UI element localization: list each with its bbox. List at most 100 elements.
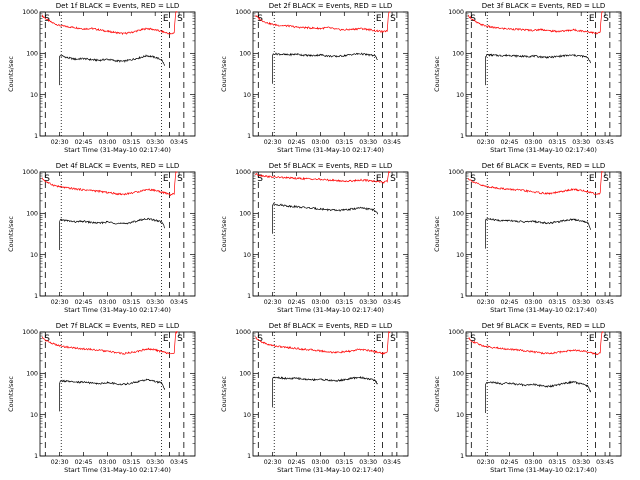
x-tick-label: 02:30	[477, 139, 495, 146]
y-tick-label: 100	[239, 51, 251, 58]
interval-marker-label: S	[44, 334, 50, 344]
detector-panel-6: Det 6f BLACK = Events, RED = LLD 1 10 100 10…	[426, 160, 639, 320]
series-line-events	[59, 217, 165, 229]
interval-marker-label: S	[44, 14, 50, 24]
interval-marker-label: S	[470, 14, 476, 24]
x-axis-label: Start Time (31-May-10 02:17:40)	[277, 146, 384, 154]
plot-frame	[252, 11, 409, 137]
interval-marker-label: S	[177, 14, 183, 24]
x-tick-label: 03:15	[335, 139, 353, 146]
y-tick-label: 100	[26, 51, 38, 58]
y-axis-label: Counts/sec	[433, 216, 441, 252]
y-axis-label: Counts/sec	[220, 56, 228, 92]
x-tick-label: 03:30	[146, 459, 164, 466]
chart-title: Det 1f BLACK = Events, RED = LLD	[56, 2, 179, 10]
y-tick-label: 1000	[235, 329, 251, 336]
y-tick-label: 1	[247, 133, 251, 140]
chart-svg: Det 9f BLACK = Events, RED = LLD 1 10 100 10…	[433, 322, 622, 474]
series-line-events	[485, 217, 592, 230]
interval-marker-label: E	[376, 14, 382, 24]
x-tick-label: 03:30	[572, 459, 590, 466]
x-tick-label: 03:45	[383, 139, 401, 146]
x-tick-label: 03:15	[122, 459, 140, 466]
y-tick-label: 1	[34, 453, 38, 460]
series-line-lld	[254, 170, 391, 184]
detector-panel-1: Det 1f BLACK = Events, RED = LLD 1 10 100 10…	[0, 0, 213, 160]
x-tick-label: 02:45	[75, 139, 93, 146]
plot-frame	[39, 331, 196, 457]
detector-panel-9: Det 9f BLACK = Events, RED = LLD 1 10 100 10…	[426, 320, 639, 480]
x-tick-label: 03:00	[524, 139, 542, 146]
chart-svg: Det 1f BLACK = Events, RED = LLD 1 10 100 10…	[7, 2, 196, 154]
chart-svg: Det 3f BLACK = Events, RED = LLD 1 10 100 10…	[433, 2, 622, 154]
plot-frame	[252, 171, 409, 297]
x-tick-label: 03:00	[524, 299, 542, 306]
x-tick-label: 03:30	[359, 299, 377, 306]
interval-marker-label: S	[603, 14, 609, 24]
y-tick-label: 1000	[22, 329, 38, 336]
x-axis-label: Start Time (31-May-10 02:17:40)	[64, 146, 171, 154]
x-axis-label: Start Time (31-May-10 02:17:40)	[490, 466, 597, 474]
interval-marker-label: E	[589, 174, 595, 184]
x-tick-label: 03:45	[596, 139, 614, 146]
y-tick-label: 1000	[235, 169, 251, 176]
y-tick-label: 1	[34, 133, 38, 140]
interval-marker-label: E	[376, 174, 382, 184]
chart-svg: Det 8f BLACK = Events, RED = LLD 1 10 100 10…	[220, 322, 409, 474]
series-line-lld	[468, 331, 604, 356]
y-tick-label: 10	[456, 92, 464, 99]
y-tick-label: 100	[26, 371, 38, 378]
series-line-events	[272, 202, 379, 215]
interval-marker-label: E	[163, 14, 169, 24]
series-line-events	[59, 378, 166, 390]
y-tick-label: 1	[247, 453, 251, 460]
x-tick-label: 03:00	[311, 459, 329, 466]
interval-marker-label: E	[376, 334, 382, 344]
x-tick-label: 03:00	[311, 139, 329, 146]
y-tick-label: 100	[239, 371, 251, 378]
chart-title: Det 3f BLACK = Events, RED = LLD	[482, 2, 605, 10]
x-tick-label: 02:30	[264, 299, 282, 306]
series-line-lld	[467, 170, 604, 196]
y-tick-label: 10	[456, 412, 464, 419]
interval-marker-label: E	[163, 174, 169, 184]
x-tick-label: 02:45	[75, 299, 93, 306]
chart-title: Det 4f BLACK = Events, RED = LLD	[56, 162, 179, 170]
chart-svg: Det 4f BLACK = Events, RED = LLD 1 10 100 10…	[7, 162, 196, 314]
y-tick-label: 10	[243, 252, 251, 259]
y-tick-label: 10	[243, 92, 251, 99]
interval-marker-label: E	[163, 334, 169, 344]
x-tick-label: 03:45	[383, 299, 401, 306]
interval-marker-label: E	[589, 14, 595, 24]
y-axis-label: Counts/sec	[220, 216, 228, 252]
detector-panel-7: Det 7f BLACK = Events, RED = LLD 1 10 100 10…	[0, 320, 213, 480]
detector-panel-4: Det 4f BLACK = Events, RED = LLD 1 10 100 10…	[0, 160, 213, 320]
y-tick-label: 1000	[22, 9, 38, 16]
x-tick-label: 02:45	[501, 459, 519, 466]
chart-title: Det 9f BLACK = Events, RED = LLD	[482, 322, 605, 330]
interval-marker-label: E	[589, 334, 595, 344]
x-tick-label: 03:00	[98, 139, 116, 146]
y-tick-label: 1000	[448, 329, 464, 336]
series-line-events	[59, 54, 166, 66]
x-tick-label: 03:00	[98, 299, 116, 306]
y-tick-label: 1	[460, 293, 464, 300]
y-axis-label: Counts/sec	[7, 216, 15, 252]
interval-marker-label: S	[390, 334, 396, 344]
x-tick-label: 03:15	[122, 139, 140, 146]
y-tick-label: 1	[460, 133, 464, 140]
x-tick-label: 03:00	[311, 299, 329, 306]
chart-svg: Det 6f BLACK = Events, RED = LLD 1 10 100 10…	[433, 162, 622, 314]
detector-panel-3: Det 3f BLACK = Events, RED = LLD 1 10 100 10…	[426, 0, 639, 160]
x-tick-label: 02:45	[288, 459, 306, 466]
x-tick-label: 02:30	[51, 459, 69, 466]
chart-title: Det 7f BLACK = Events, RED = LLD	[56, 322, 179, 330]
interval-marker-label: S	[177, 174, 183, 184]
x-tick-label: 02:30	[477, 299, 495, 306]
x-tick-label: 03:30	[146, 139, 164, 146]
x-tick-label: 02:30	[51, 299, 69, 306]
x-tick-label: 03:15	[335, 299, 353, 306]
y-tick-label: 1000	[448, 169, 464, 176]
y-tick-label: 1	[460, 453, 464, 460]
x-tick-label: 02:30	[51, 139, 69, 146]
